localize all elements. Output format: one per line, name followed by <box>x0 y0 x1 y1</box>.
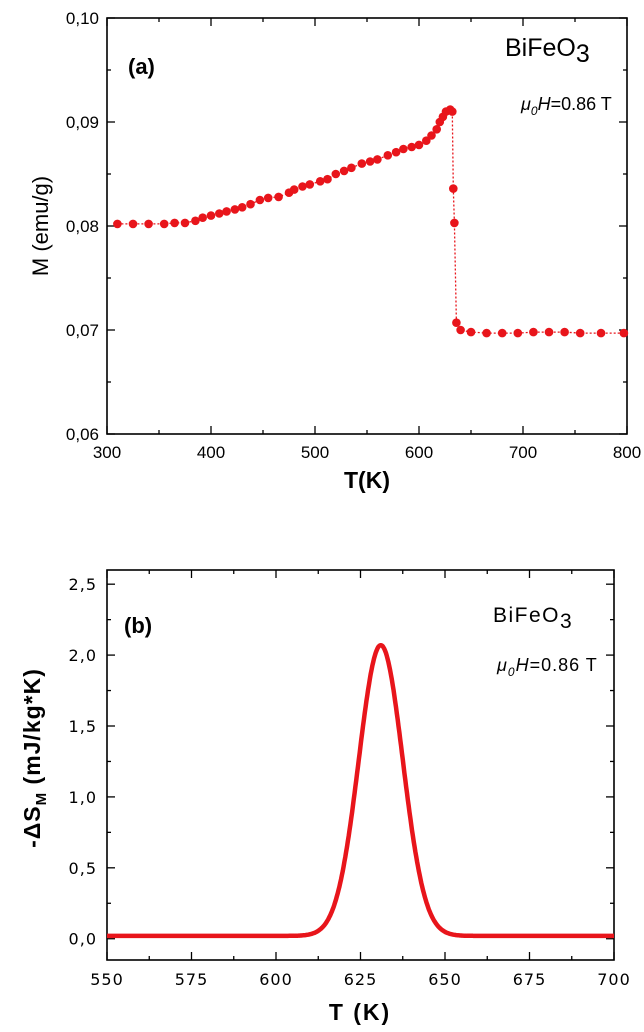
panel-b-y-tick-label: 1,5 <box>69 717 97 736</box>
panel-a-data-point <box>206 211 216 220</box>
panel-a-data-point <box>263 193 273 203</box>
panel-b-y-tick-label: 0,0 <box>69 930 97 949</box>
panel-a-data-point <box>274 192 283 202</box>
panel-a-data-point <box>448 107 457 116</box>
panel-a-series <box>113 105 629 338</box>
panel-a-x-tick-label: 800 <box>613 443 641 462</box>
panel-a-data-point <box>391 147 401 157</box>
panel-b-label: (b) <box>124 613 152 638</box>
panel-a-data-point <box>497 328 507 338</box>
panel-a-x-axis-title: T(K) <box>344 467 390 493</box>
panel-b-x-axis-title: T (K) <box>329 999 391 1025</box>
panel-a-x-tick-label: 700 <box>509 443 537 462</box>
panel-a-data-point <box>230 205 240 214</box>
panel-a-data-point <box>191 216 200 226</box>
panel-a-data-point <box>170 218 179 228</box>
panel-b-x-tick-label: 600 <box>259 970 293 989</box>
panel-a-data-point <box>159 219 169 229</box>
panel-a-data-point <box>482 328 491 338</box>
panel-a-compound: BiFeO3 <box>505 34 590 68</box>
panel-b-frame <box>106 569 615 961</box>
panel-a-x-tick-label: 600 <box>405 443 433 462</box>
panel-a-data-point <box>331 169 341 179</box>
panel-a-y-tick-labels: 0,06 0,07 0,08 0,09 0,10 <box>66 9 99 444</box>
panel-b-y-tick-label: 1,0 <box>69 788 97 807</box>
panel-a-data-point <box>144 219 153 229</box>
panel-a-x-tick-labels: 300 400 500 600 700 800 <box>93 443 641 462</box>
panel-a-x-tick-label: 400 <box>197 443 225 462</box>
panel-a-x-tick-label: 300 <box>93 443 121 462</box>
panel-a-y-tick-label: 0,08 <box>66 217 99 236</box>
panel-b-compound: BiFeO3 <box>493 604 573 633</box>
panel-a-label: (a) <box>128 54 155 79</box>
panel-a-data-point <box>305 180 315 189</box>
panel-a-y-tick-label: 0,09 <box>66 113 99 132</box>
panel-a-data-point <box>215 209 224 218</box>
panel-a-data-point <box>323 174 332 184</box>
panel-a-data-point <box>246 199 255 209</box>
panel-a-data-point <box>619 328 629 338</box>
panel-a-data-point <box>407 142 417 152</box>
panel-a-y-tick-label: 0,06 <box>66 425 99 444</box>
panel-a-data-point <box>544 327 554 337</box>
panel-b-x-tick-label: 650 <box>428 970 462 989</box>
panel-a-data-point <box>449 184 458 193</box>
panel-a-data-point <box>383 151 393 160</box>
panel-a: 300 400 500 600 700 800 0,060,070,080,090,10 … <box>28 9 641 493</box>
panel-b-series <box>105 642 616 939</box>
panel-a-ticks <box>106 17 628 435</box>
panel-b-y-tick-label: 2,5 <box>69 575 97 594</box>
panel-a-y-tick-label: 0,07 <box>66 321 99 340</box>
panel-b-x-tick-label: 625 <box>344 970 378 989</box>
panel-a-data-point <box>128 219 138 229</box>
panel-a-data-point <box>365 157 375 166</box>
panel-a-data-point <box>298 182 307 191</box>
panel-a-data-point <box>596 328 606 338</box>
panel-b-x-tick-label: 675 <box>513 970 547 989</box>
panel-a-data-point <box>357 159 367 168</box>
panel-a-data-point <box>450 218 459 228</box>
panel-a-data-point <box>315 177 325 186</box>
panel-a-data-point <box>456 325 465 335</box>
panel-a-data-point <box>198 213 207 222</box>
panel-a-data-point <box>560 327 569 337</box>
panel-a-data-point <box>113 219 122 229</box>
panel-b-x-tick-label: 550 <box>90 970 124 989</box>
panel-b: 550 575 600 625 650 675 700 0,0 0,5 1,0 1,5 2,0 2,5… <box>19 569 631 1025</box>
panel-b-ticks <box>106 570 615 960</box>
panel-a-data-point <box>255 195 265 205</box>
panel-a-data-point <box>513 328 523 338</box>
panel-a-y-tick-label: 0,10 <box>66 9 99 28</box>
panel-a-data-point <box>432 125 442 134</box>
panel-a-data-point <box>452 318 461 328</box>
panel-b-x-tick-label: 575 <box>175 970 209 989</box>
panel-a-data-point <box>289 185 299 194</box>
panel-a-data-point <box>373 155 382 164</box>
panel-a-data-point <box>575 328 585 338</box>
panel-a-data-point <box>237 203 247 212</box>
panel-b-x-tick-labels: 550 575 600 625 650 675 700 <box>90 970 631 989</box>
panel-a-data-point <box>347 163 356 173</box>
panel-a-data-point <box>414 140 424 150</box>
panel-b-field: μ0H=0.86 T <box>496 655 598 679</box>
panel-a-data-point <box>422 136 431 145</box>
panel-a-y-axis-title: M (emu/g) <box>28 176 53 276</box>
panel-a-data-point <box>427 131 436 140</box>
panel-b-y-tick-label: 2,0 <box>69 646 97 665</box>
panel-b-y-tick-label: 0,5 <box>69 859 97 878</box>
panel-a-data-point <box>466 327 476 337</box>
panel-a-data-point <box>399 144 408 154</box>
panel-b-x-tick-label: 700 <box>597 970 631 989</box>
panel-b-y-tick-labels: 0,0 0,5 1,0 1,5 2,0 2,5 <box>69 575 97 949</box>
panel-a-x-tick-label: 500 <box>301 443 329 462</box>
panel-a-data-point <box>339 166 349 176</box>
panel-b-y-axis-title: -ΔSM (mJ/kg*K) <box>19 668 50 848</box>
panel-a-field: μ0H=0.86 T <box>520 94 612 118</box>
panel-a-data-point <box>180 218 190 228</box>
panel-a-data-point <box>529 327 538 337</box>
panel-b-series-line <box>105 642 616 939</box>
panel-a-data-point <box>222 207 231 216</box>
